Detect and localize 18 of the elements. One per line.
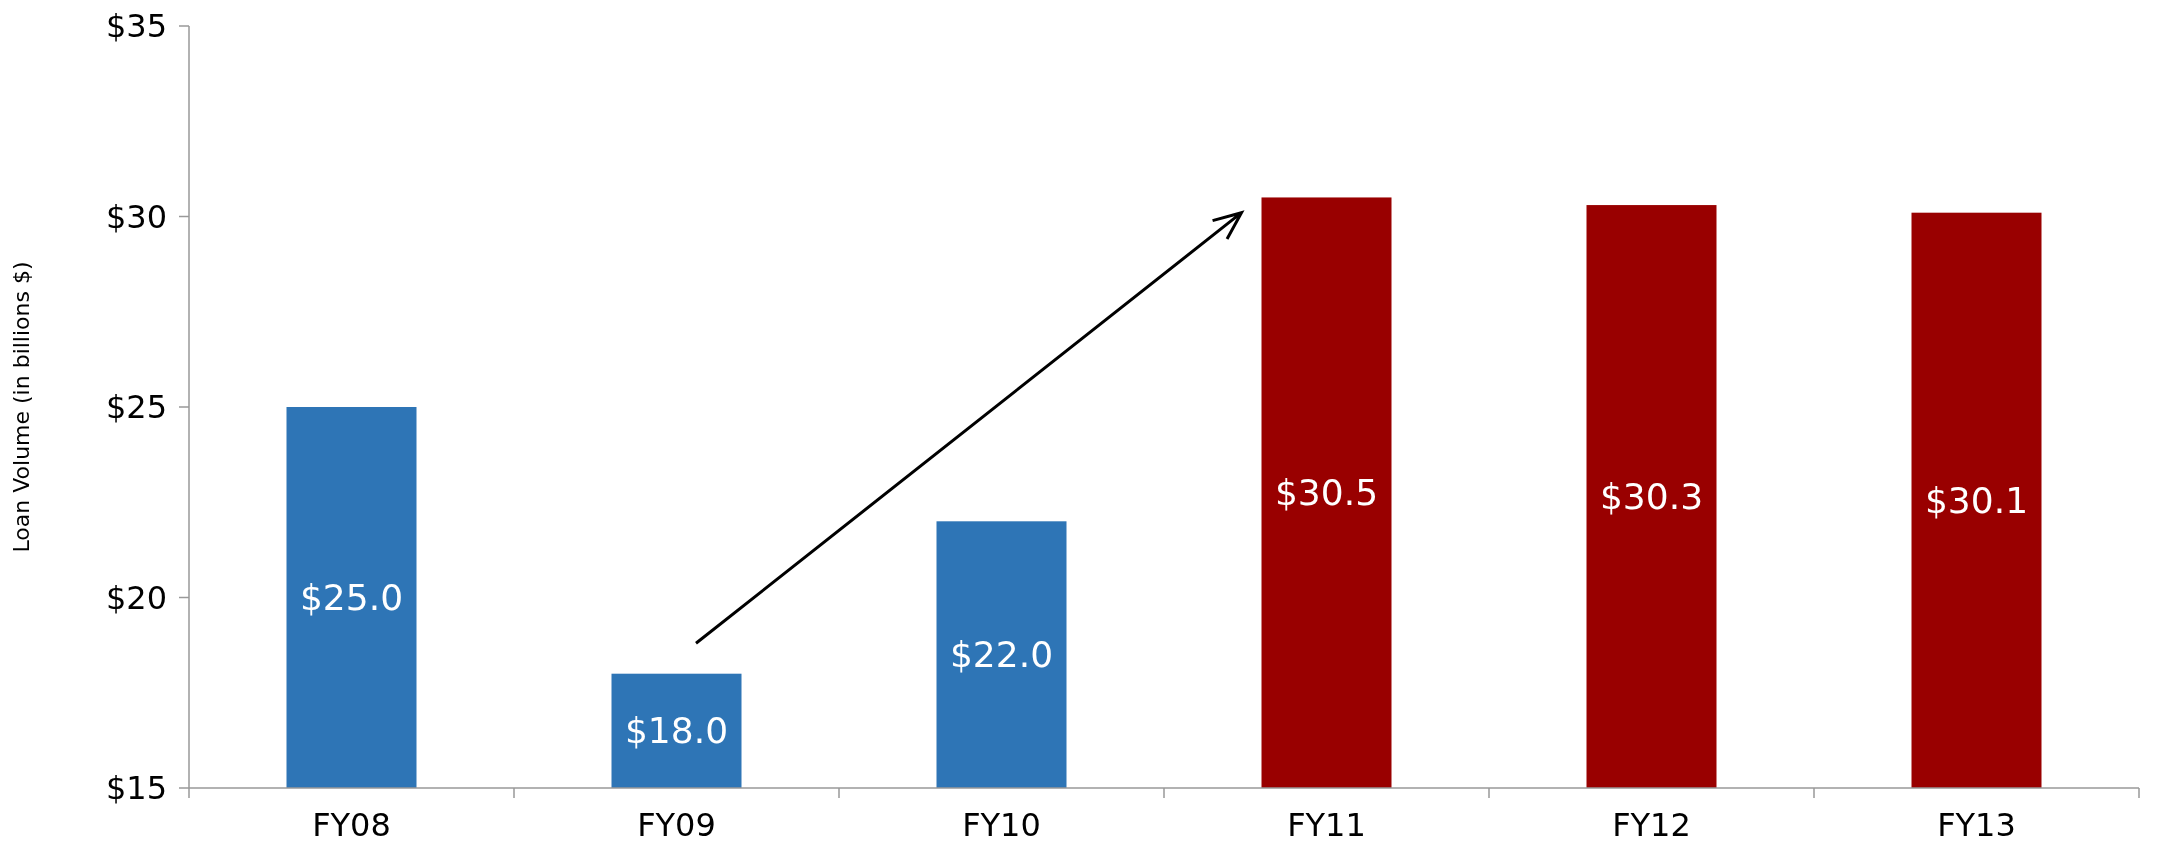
- y-tick-label: $25: [105, 388, 167, 427]
- y-tick-label: $30: [105, 197, 167, 236]
- y-tick-label: $20: [105, 578, 167, 617]
- x-tick-label: FY08: [312, 806, 391, 844]
- x-tick-label: FY09: [637, 806, 716, 844]
- x-tick-label: FY12: [1612, 806, 1691, 844]
- data-label: $30.3: [1599, 476, 1704, 518]
- y-axis-title: Loan Volume (in billions $): [9, 261, 34, 553]
- x-tick-label: FY11: [1287, 806, 1366, 844]
- data-label: $30.5: [1274, 472, 1379, 514]
- data-label: $22.0: [949, 634, 1054, 676]
- x-tick-label: FY13: [1937, 806, 2016, 844]
- data-label: $30.1: [1924, 479, 2029, 521]
- x-tick-label: FY10: [962, 806, 1041, 844]
- data-label: $18.0: [624, 710, 729, 752]
- y-tick-label: $35: [105, 7, 167, 46]
- data-label: $25.0: [299, 577, 404, 619]
- y-tick-label: $15: [105, 769, 167, 808]
